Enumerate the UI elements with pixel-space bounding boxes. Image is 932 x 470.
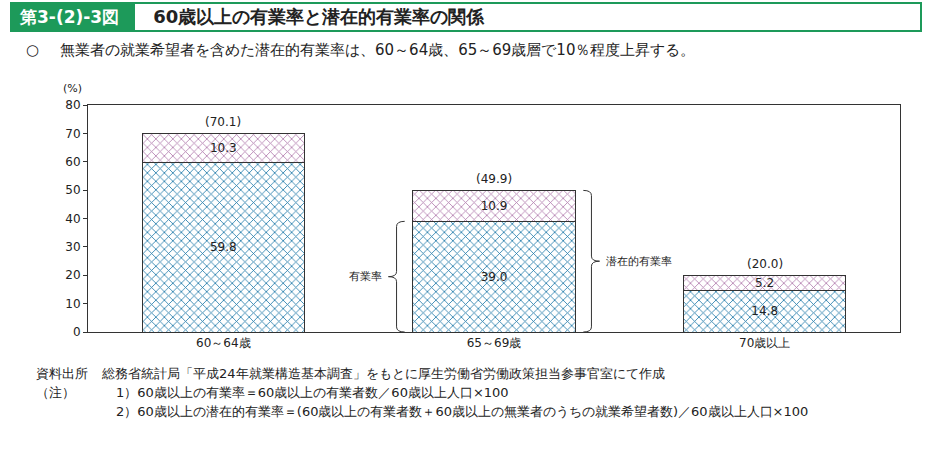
svg-text:59.8: 59.8: [210, 240, 237, 254]
svg-text:潜在的有業率: 潜在的有業率: [606, 255, 672, 268]
svg-text:(20.0): (20.0): [747, 257, 783, 271]
svg-text:70歳以上: 70歳以上: [739, 336, 790, 350]
html-text:資料出所: 資料出所: [36, 366, 88, 381]
html-text:1）60歳以上の有業率＝60歳以上の有業者数／60歳以上人口: 1）60歳以上の有業率＝60歳以上の有業者数／60歳以上人口×100: [116, 385, 509, 400]
html-text:2）60歳以上の潜在的有業率＝(60歳以上の有業者数＋60歳: 2）60歳以上の潜在的有業率＝(60歳以上の有業者数＋60歳以上の無業者のうちの…: [116, 404, 809, 419]
svg-text:39.0: 39.0: [481, 270, 508, 284]
svg-text:20: 20: [65, 268, 80, 282]
svg-text:80: 80: [65, 98, 80, 112]
svg-text:有業率: 有業率: [349, 270, 382, 283]
svg-text:14.8: 14.8: [751, 304, 778, 318]
html-text:（注）: （注）: [36, 385, 75, 400]
svg-text:10.9: 10.9: [481, 199, 508, 213]
svg-text:10.3: 10.3: [210, 141, 237, 155]
html-text:総務省統計局「平成24年就業構造基本調査」をもとに厚生労働省: 総務省統計局「平成24年就業構造基本調査」をもとに厚生労働省労働政策担当参事官室…: [102, 366, 665, 381]
svg-text:40: 40: [65, 212, 80, 226]
svg-text:0: 0: [73, 325, 81, 339]
svg-text:10: 10: [65, 297, 80, 311]
svg-text:60: 60: [65, 155, 80, 169]
svg-text:30: 30: [65, 240, 80, 254]
html-text:60歳以上の有業率と潜在的有業率の関係: 60歳以上の有業率と潜在的有業率の関係: [153, 6, 485, 27]
svg-text:70: 70: [65, 127, 80, 141]
svg-text:65～69歳: 65～69歳: [467, 336, 522, 350]
html-text:第3-(2)-3図: 第3-(2)-3図: [20, 7, 120, 27]
svg-text:60～64歳: 60～64歳: [196, 336, 251, 350]
svg-text:(70.1): (70.1): [205, 115, 241, 129]
svg-text:(49.9): (49.9): [476, 172, 512, 186]
svg-text:50: 50: [65, 183, 80, 197]
svg-text:5.2: 5.2: [755, 276, 774, 290]
html-text:無業者の就業希望者を含めた潜在的有業率は、60～64歳、65: 無業者の就業希望者を含めた潜在的有業率は、60～64歳、65～69歳層で10％程…: [60, 41, 696, 59]
svg-text:(%): (%): [63, 82, 82, 95]
